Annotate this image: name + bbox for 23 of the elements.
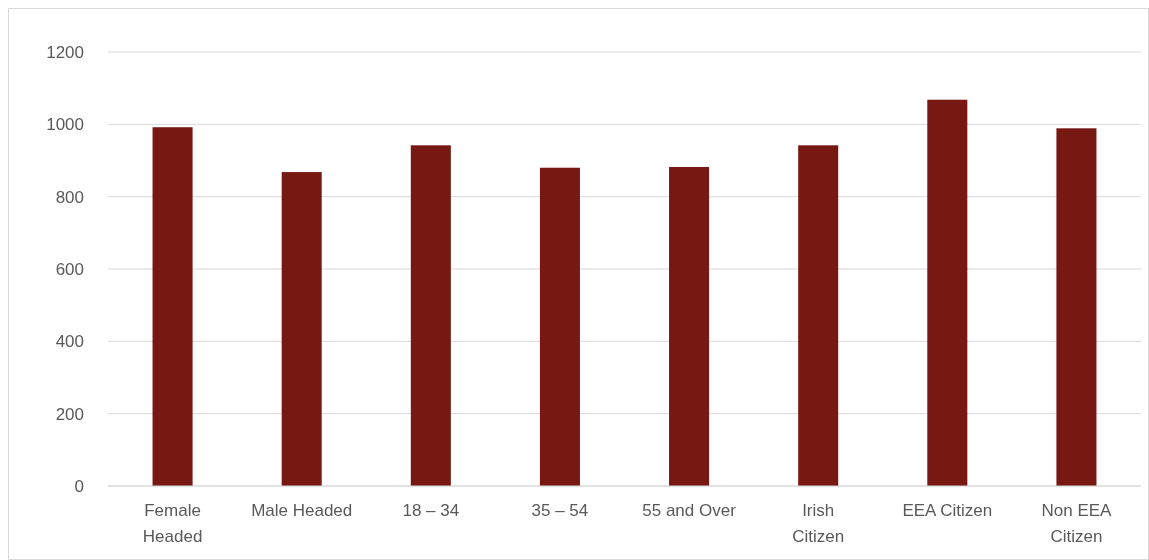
x-tick-label: Irish Citizen	[792, 501, 845, 546]
x-tick-label: Male Headed	[251, 501, 353, 520]
bar	[1056, 128, 1097, 486]
x-tick-label: 18 – 34	[402, 501, 460, 520]
y-tick-label: 800	[55, 187, 84, 207]
x-tick-label: Female Headed	[142, 501, 203, 546]
x-tick-label: EEA Citizen	[902, 501, 993, 520]
x-tick-label: Non EEA Citizen	[1041, 501, 1113, 546]
bar	[281, 172, 322, 486]
y-tick-label: 600	[55, 259, 84, 279]
y-tick-label: 400	[55, 332, 84, 352]
y-tick-label: 0	[74, 476, 84, 496]
bar	[539, 167, 580, 486]
bar	[410, 145, 451, 486]
y-tick-label: 1000	[46, 115, 84, 135]
x-tick-label: 35 – 54	[531, 501, 589, 520]
y-tick-label: 1200	[46, 42, 84, 62]
bar	[798, 145, 839, 486]
bar	[927, 99, 968, 486]
y-tick-label: 200	[55, 404, 84, 424]
x-tick-label: 55 and Over	[642, 501, 737, 520]
bar	[669, 167, 710, 486]
bar	[152, 127, 193, 486]
